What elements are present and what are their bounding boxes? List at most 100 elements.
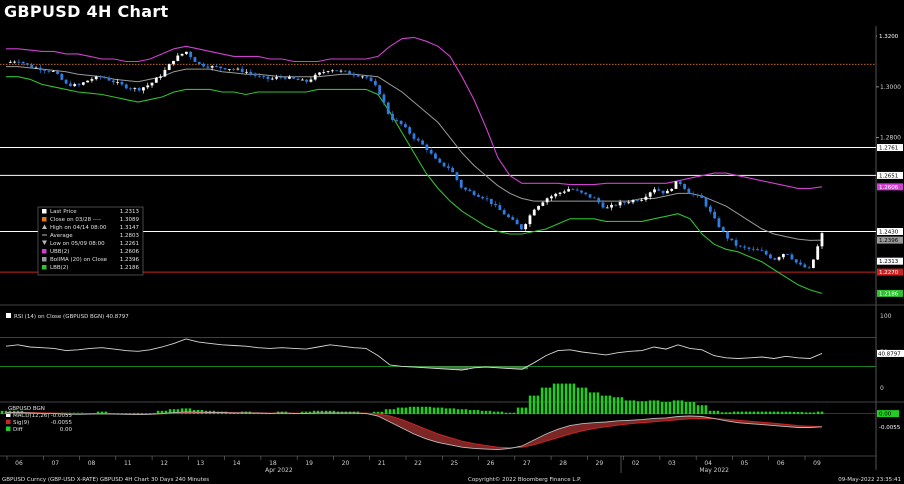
macd-histogram-bar bbox=[436, 407, 440, 415]
macd-histogram-bar bbox=[372, 411, 376, 415]
price-tag-box bbox=[877, 32, 903, 40]
up-candle bbox=[159, 74, 163, 80]
down-candle bbox=[369, 74, 373, 83]
price-tag-box bbox=[877, 183, 903, 191]
macd-histogram-bar bbox=[576, 387, 580, 415]
down-candle bbox=[502, 208, 506, 215]
legend-swatch bbox=[42, 224, 47, 229]
candle-body bbox=[184, 51, 188, 54]
price-tag: 1.2313 bbox=[877, 257, 903, 265]
candle-body bbox=[60, 73, 64, 80]
footer-right: 09-May-2022 23:35:41 bbox=[838, 477, 901, 483]
x-tick-label: 06 bbox=[777, 460, 785, 467]
down-candle bbox=[412, 132, 416, 142]
macd-legend-swatch bbox=[6, 426, 11, 431]
down-candle bbox=[481, 195, 485, 200]
down-candle bbox=[232, 68, 236, 71]
down-candle bbox=[21, 61, 25, 66]
price-tag: 1.2606 bbox=[877, 183, 903, 191]
down-candle bbox=[807, 265, 811, 269]
up-candle bbox=[227, 69, 231, 72]
macd-legend-label: Diff bbox=[13, 427, 23, 433]
candle-body bbox=[386, 102, 390, 114]
candle-body bbox=[519, 224, 523, 230]
candle-body bbox=[799, 262, 802, 265]
macd-histogram-bar bbox=[612, 397, 616, 415]
legend-value: 1.3147 bbox=[120, 225, 140, 231]
down-candle bbox=[446, 163, 450, 171]
macd-histogram-bar bbox=[768, 411, 772, 415]
up-candle bbox=[90, 77, 94, 83]
macd-zero-tag-label: 0.00 bbox=[879, 412, 892, 418]
candle-body bbox=[747, 247, 751, 249]
candle-body bbox=[717, 218, 721, 228]
up-candle bbox=[640, 198, 644, 202]
up-candle bbox=[550, 194, 553, 202]
candle-body bbox=[528, 215, 532, 225]
macd-histogram-bar bbox=[812, 412, 816, 415]
down-candle bbox=[356, 73, 360, 78]
candle-body bbox=[640, 199, 644, 201]
down-candle bbox=[47, 69, 51, 74]
x-tick-label: 04 bbox=[704, 460, 712, 467]
candle-body bbox=[77, 84, 81, 85]
x-tick-label: 20 bbox=[342, 460, 350, 467]
down-candle bbox=[726, 230, 729, 242]
down-candle bbox=[124, 83, 128, 90]
down-candle bbox=[292, 76, 296, 80]
macd-histogram-bar bbox=[172, 409, 176, 415]
down-candle bbox=[99, 75, 102, 80]
macd-histogram-bar bbox=[444, 408, 448, 415]
down-candle bbox=[305, 79, 309, 84]
up-candle bbox=[820, 230, 824, 249]
candle-body bbox=[472, 191, 476, 196]
down-candle bbox=[107, 75, 111, 81]
up-candle bbox=[245, 69, 248, 75]
macd-histogram-bar bbox=[772, 411, 776, 415]
candle-body bbox=[288, 76, 291, 79]
candle-body bbox=[550, 196, 553, 199]
price-tag-label: 1.2313 bbox=[879, 259, 899, 265]
candle-body bbox=[708, 206, 712, 212]
macd-histogram-bar bbox=[792, 411, 796, 415]
up-candle bbox=[812, 259, 815, 269]
legend-swatch bbox=[42, 257, 47, 262]
candle-body bbox=[266, 76, 270, 80]
price-tag-box bbox=[877, 268, 903, 276]
down-candle bbox=[584, 192, 588, 196]
macd-histogram-bar bbox=[544, 387, 548, 415]
candle-body bbox=[326, 71, 330, 72]
candle-body bbox=[429, 149, 433, 154]
legend-value: 1.2606 bbox=[120, 249, 140, 255]
down-candle bbox=[17, 59, 21, 64]
candle-body bbox=[219, 66, 223, 69]
down-candle bbox=[623, 200, 626, 205]
macd-histogram-bar bbox=[548, 387, 552, 415]
macd-histogram-bar bbox=[680, 400, 684, 415]
macd-histogram-bar bbox=[600, 395, 604, 415]
down-candle bbox=[601, 200, 605, 209]
candle-body bbox=[129, 88, 132, 90]
upper-bollinger-band bbox=[6, 36, 823, 189]
candle-body bbox=[270, 78, 274, 80]
price-tag-box bbox=[877, 228, 903, 235]
candle-body bbox=[558, 192, 562, 194]
candle-body bbox=[644, 196, 648, 200]
legend-frame bbox=[37, 206, 144, 276]
candle-body bbox=[257, 75, 261, 77]
x-tick-label: 26 bbox=[487, 460, 495, 467]
macd-histogram-bar bbox=[540, 387, 544, 415]
candle-body bbox=[369, 77, 373, 81]
candle-body bbox=[481, 196, 485, 199]
rsi-tick-label: 0 bbox=[880, 385, 884, 392]
up-candle bbox=[163, 67, 167, 78]
up-candle bbox=[236, 67, 240, 71]
macd-histogram-bar bbox=[764, 411, 768, 415]
macd-legend-item: MACD(12,26) -0.0055 bbox=[6, 412, 72, 419]
macd-histogram-bar bbox=[308, 411, 312, 415]
up-candle bbox=[275, 74, 278, 81]
macd-histogram-bar bbox=[752, 411, 756, 415]
macd-histogram-bar bbox=[632, 400, 636, 415]
candle-body bbox=[618, 201, 622, 206]
